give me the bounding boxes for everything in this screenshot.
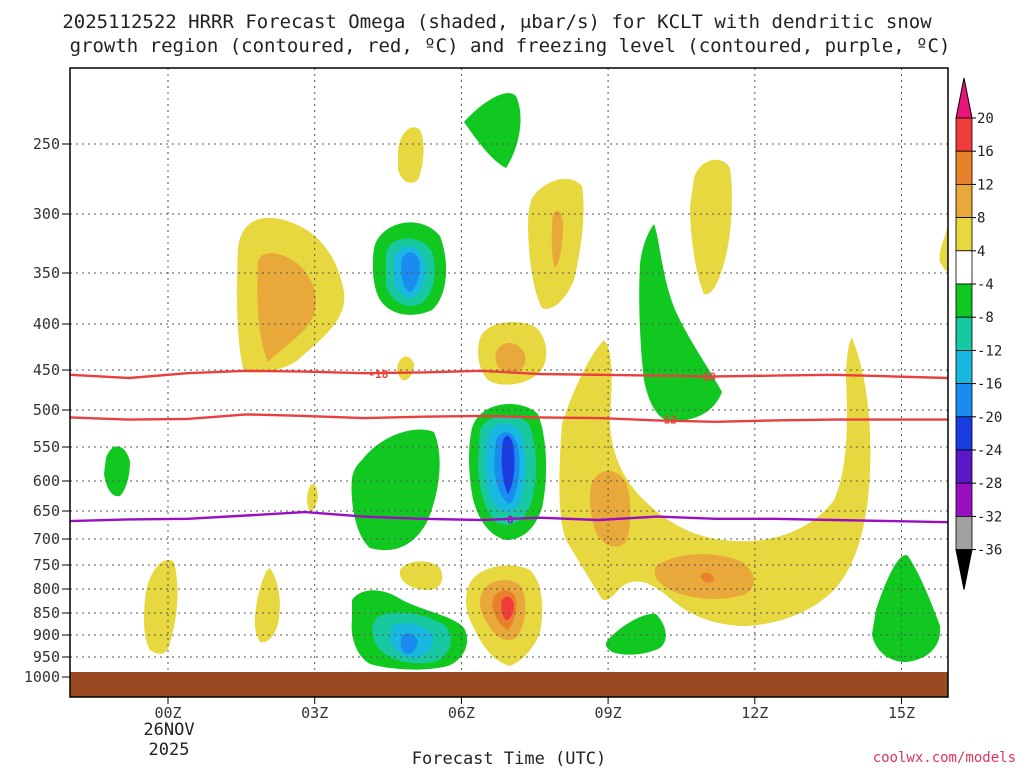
y-tick-label-300: 300 xyxy=(33,205,60,223)
omega-region-12 xyxy=(939,226,948,272)
omega-region-25 xyxy=(559,338,871,626)
contour-label-1: -18 xyxy=(368,368,388,381)
colorbar-label-6: -8 xyxy=(977,310,994,326)
colorbar-label-12: -32 xyxy=(977,509,1002,525)
colorbar-segment-11 xyxy=(955,449,973,484)
colorbar-label-3: 8 xyxy=(977,211,985,227)
colorbar-segment-12 xyxy=(955,482,973,517)
colorbar-label-1: 16 xyxy=(977,144,994,160)
x-tick-label-06Z: 06Z xyxy=(448,704,475,722)
colorbar-segment-9 xyxy=(955,383,973,418)
colorbar-label-5: -4 xyxy=(977,277,994,293)
omega-region-15 xyxy=(495,343,526,374)
colorbar-top-arrow xyxy=(955,77,973,119)
y-tick-label-350: 350 xyxy=(33,264,60,282)
credit-text: coolwx.com/models xyxy=(873,750,1016,766)
grid-layer xyxy=(70,68,948,697)
y-tick-label-500: 500 xyxy=(33,401,60,419)
contour-label-4: 0 xyxy=(507,513,514,526)
colorbar-segment-3 xyxy=(955,183,973,218)
x-axis-label: Forecast Time (UTC) xyxy=(412,749,606,768)
omega-region-11 xyxy=(690,159,732,295)
contour-label-3: -12 xyxy=(657,414,677,427)
y-tick-label-1000: 1000 xyxy=(24,668,60,686)
omega-region-41 xyxy=(605,613,666,655)
omega-region-8 xyxy=(401,252,420,292)
colorbar-label-2: 12 xyxy=(977,177,994,193)
colorbar-label-0: 20 xyxy=(977,111,994,127)
omega-region-4 xyxy=(464,93,521,168)
x-tick-label-15Z: 15Z xyxy=(888,704,915,722)
colorbar: 20 16 12 8 4 -4 -8 -12 -16 -20 -24 -28 -32 -36 xyxy=(955,77,1002,590)
y-tick-label-750: 750 xyxy=(33,556,60,574)
y-tick-label-400: 400 xyxy=(33,315,60,333)
y-tick-label-650: 650 xyxy=(33,502,60,520)
colorbar-segment-2 xyxy=(955,150,973,185)
contour-line-0 xyxy=(70,510,949,524)
omega-shading-layer xyxy=(104,93,948,670)
colorbar-segment-5 xyxy=(955,250,973,285)
chart-title-line-1: 2025112522 HRRR Forecast Omega (shaded, … xyxy=(62,11,932,33)
x-tick-label-09Z: 09Z xyxy=(595,704,622,722)
colorbar-label-11: -28 xyxy=(977,476,1002,492)
omega-region-24 xyxy=(307,483,318,513)
y-tick-label-800: 800 xyxy=(33,580,60,598)
colorbar-segment-13 xyxy=(955,516,973,551)
colorbar-segment-1 xyxy=(955,117,973,152)
omega-region-28 xyxy=(700,573,714,583)
y-tick-label-850: 850 xyxy=(33,604,60,622)
omega-region-30 xyxy=(143,559,178,654)
y-tick-label-700: 700 xyxy=(33,530,60,548)
contour-line-minus18 xyxy=(70,369,949,380)
omega-region-32 xyxy=(399,561,443,590)
chart-title-line-2: growth region (contoured, red, ºC) and f… xyxy=(70,35,951,57)
x-tick-label-12Z: 12Z xyxy=(741,704,768,722)
colorbar-label-9: -20 xyxy=(977,410,1002,426)
x-tick-label-00Z: 00Z xyxy=(154,704,181,722)
colorbar-label-8: -16 xyxy=(977,377,1002,393)
omega-region-17 xyxy=(104,446,130,497)
contour-lines-layer: -18 -18 -12 0 xyxy=(70,368,949,526)
colorbar-segment-6 xyxy=(955,283,973,318)
omega-region-23 xyxy=(351,429,440,551)
omega-region-10 xyxy=(551,210,564,268)
plot-frame xyxy=(69,67,949,698)
contour-line-minus12 xyxy=(70,413,948,423)
colorbar-segment-8 xyxy=(955,349,973,384)
colorbar-segment-10 xyxy=(955,416,973,451)
omega-region-3 xyxy=(398,127,424,183)
omega-region-2 xyxy=(257,253,316,362)
contour-label-2: -18 xyxy=(696,370,716,383)
y-tick-label-550: 550 xyxy=(33,438,60,456)
x-axis: 00Z 03Z 06Z 09Z 12Z 15Z xyxy=(154,697,915,722)
y-tick-label-950: 950 xyxy=(33,648,60,666)
y-axis: 250 300 350 400 450 500 550 600 650 700 750 800 850 9… xyxy=(24,135,70,686)
y-tick-label-250: 250 xyxy=(33,135,60,153)
omega-region-22 xyxy=(501,436,515,494)
x-tick-label-03Z: 03Z xyxy=(301,704,328,722)
y-tick-label-450: 450 xyxy=(33,361,60,379)
x-date-label-day: 26NOV xyxy=(143,720,194,740)
ground-terrain xyxy=(70,672,948,697)
colorbar-segment-7 xyxy=(955,316,973,351)
omega-region-36 xyxy=(400,633,418,654)
omega-region-40 xyxy=(501,596,514,620)
omega-region-16 xyxy=(397,356,414,381)
y-tick-label-600: 600 xyxy=(33,472,60,490)
colorbar-label-4: 4 xyxy=(977,244,985,260)
omega-region-26 xyxy=(589,470,631,547)
colorbar-label-10: -24 xyxy=(977,443,1002,459)
colorbar-label-7: -12 xyxy=(977,343,1002,359)
omega-region-31 xyxy=(254,568,280,643)
y-tick-label-900: 900 xyxy=(33,626,60,644)
colorbar-segment-4 xyxy=(955,217,973,252)
colorbar-label-13: -36 xyxy=(977,543,1002,559)
x-date-label-year: 2025 xyxy=(149,740,190,760)
colorbar-bottom-arrow xyxy=(955,549,973,590)
